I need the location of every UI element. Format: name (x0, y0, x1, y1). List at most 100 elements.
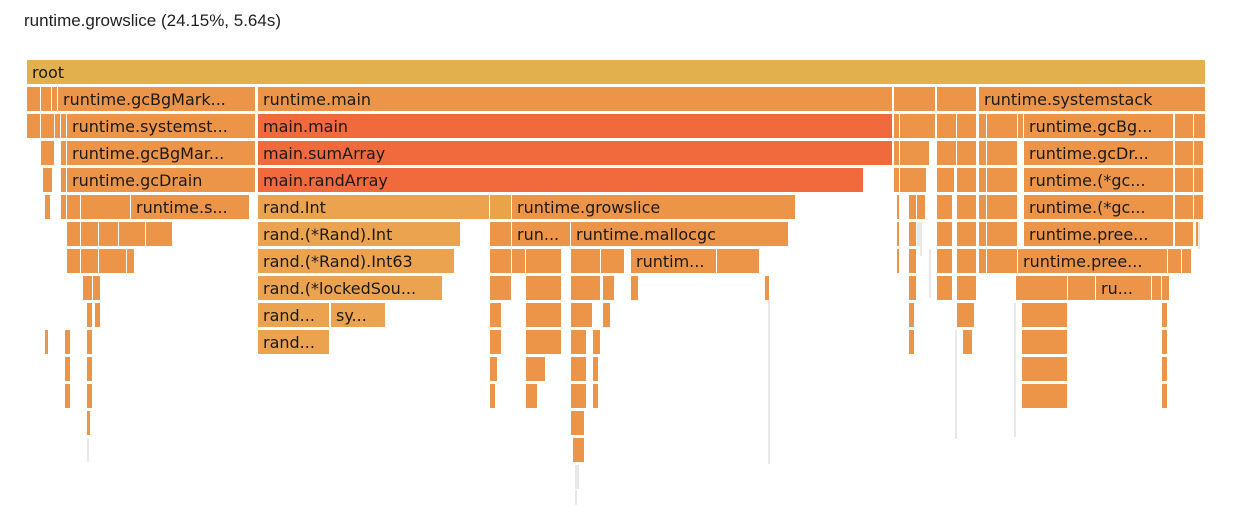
frame[interactable] (571, 330, 587, 355)
frame[interactable] (41, 114, 55, 139)
frame-runtime-systemstack-short[interactable]: runtime.systemst... (67, 114, 256, 139)
frame[interactable] (979, 195, 987, 220)
frame[interactable] (127, 249, 135, 274)
frame[interactable] (1175, 195, 1194, 220)
frame[interactable] (55, 114, 61, 139)
frame[interactable] (957, 249, 977, 274)
frame[interactable] (65, 330, 71, 355)
frame[interactable] (490, 276, 512, 301)
frame[interactable] (52, 87, 58, 112)
frame[interactable] (27, 114, 41, 139)
frame[interactable] (27, 87, 41, 112)
frame[interactable] (1168, 249, 1182, 274)
frame[interactable] (526, 276, 562, 301)
frame[interactable] (897, 195, 900, 220)
frame-gc-bg-mark-worker[interactable]: runtime.gcBgMark... (58, 87, 256, 112)
frame[interactable] (937, 168, 955, 193)
frame[interactable] (571, 357, 587, 382)
frame[interactable] (1182, 249, 1192, 274)
frame[interactable] (894, 87, 936, 112)
frame[interactable] (1068, 276, 1096, 301)
frame-rand-int63[interactable]: rand.(*Rand).Int63 (258, 249, 455, 274)
frame[interactable] (490, 303, 502, 328)
frame[interactable] (593, 384, 599, 409)
frame[interactable] (571, 249, 601, 274)
frame[interactable] (909, 276, 917, 301)
frame-runtim[interactable]: runtim... (631, 249, 717, 274)
frame-runtime-gc-dr[interactable]: runtime.gcDr... (1024, 141, 1174, 166)
frame[interactable] (1162, 276, 1170, 301)
frame[interactable] (526, 357, 546, 382)
frame[interactable] (900, 141, 930, 166)
frame[interactable] (1162, 384, 1168, 409)
frame[interactable] (81, 195, 131, 220)
frame[interactable] (1194, 141, 1204, 166)
frame[interactable] (1175, 222, 1194, 247)
frame[interactable] (1198, 222, 1201, 250)
frame[interactable] (1162, 357, 1168, 382)
frame[interactable] (87, 303, 93, 328)
frame[interactable] (526, 384, 538, 409)
frame-runtime-growslice[interactable]: runtime.growslice (512, 195, 796, 220)
frame-run[interactable]: run... (512, 222, 571, 247)
frame[interactable] (957, 222, 977, 247)
frame[interactable] (67, 249, 81, 274)
frame[interactable] (929, 249, 932, 299)
frame[interactable] (490, 330, 502, 355)
frame[interactable] (987, 114, 1018, 139)
frame[interactable] (87, 357, 93, 382)
frame[interactable] (61, 114, 67, 139)
frame[interactable] (979, 168, 987, 193)
frame[interactable] (1194, 114, 1206, 139)
frame[interactable] (61, 195, 67, 220)
frame[interactable] (65, 357, 71, 382)
frame[interactable] (67, 195, 81, 220)
frame[interactable] (900, 114, 936, 139)
frame-ru[interactable]: ru... (1096, 276, 1152, 301)
frame[interactable] (937, 249, 953, 274)
frame[interactable] (963, 330, 973, 355)
frame[interactable] (1162, 330, 1168, 355)
frame[interactable] (1162, 303, 1168, 328)
frame[interactable] (1175, 114, 1194, 139)
frame[interactable] (87, 330, 93, 355)
frame[interactable] (43, 168, 53, 193)
frame[interactable] (571, 276, 601, 301)
frame[interactable] (937, 195, 953, 220)
frame[interactable] (937, 141, 957, 166)
frame[interactable] (67, 222, 81, 247)
frame[interactable] (1152, 276, 1162, 301)
frame[interactable] (490, 195, 512, 220)
frame[interactable] (526, 303, 562, 328)
frame[interactable] (571, 384, 587, 409)
frame[interactable] (987, 195, 1018, 220)
frame[interactable] (526, 330, 562, 355)
frame[interactable] (603, 276, 615, 301)
frame-rand-locked-source[interactable]: rand.(*lockedSou... (258, 276, 443, 301)
frame[interactable] (573, 438, 585, 463)
frame[interactable] (717, 249, 760, 274)
frame[interactable] (909, 249, 917, 274)
frame[interactable] (83, 276, 93, 301)
frame[interactable] (575, 490, 578, 506)
frame[interactable] (490, 222, 512, 247)
frame-runtime-gc-bg[interactable]: runtime.gcBg... (1024, 114, 1174, 139)
frame-main-sum-array[interactable]: main.sumArray (258, 141, 893, 166)
frame[interactable] (61, 141, 67, 166)
frame[interactable] (917, 195, 926, 220)
frame[interactable] (1022, 384, 1068, 409)
frame[interactable] (979, 141, 987, 166)
frame-runtime-s[interactable]: runtime.s... (131, 195, 250, 220)
frame[interactable] (957, 168, 977, 193)
frame[interactable] (987, 168, 1018, 193)
frame[interactable] (631, 276, 639, 301)
frame[interactable] (41, 87, 52, 112)
frame[interactable] (909, 222, 917, 247)
frame[interactable] (765, 276, 770, 301)
frame[interactable] (87, 438, 90, 463)
frame[interactable] (909, 330, 915, 355)
frame[interactable] (957, 114, 977, 139)
frame[interactable] (603, 303, 611, 328)
frame[interactable] (957, 276, 977, 301)
frame[interactable] (987, 222, 1018, 247)
